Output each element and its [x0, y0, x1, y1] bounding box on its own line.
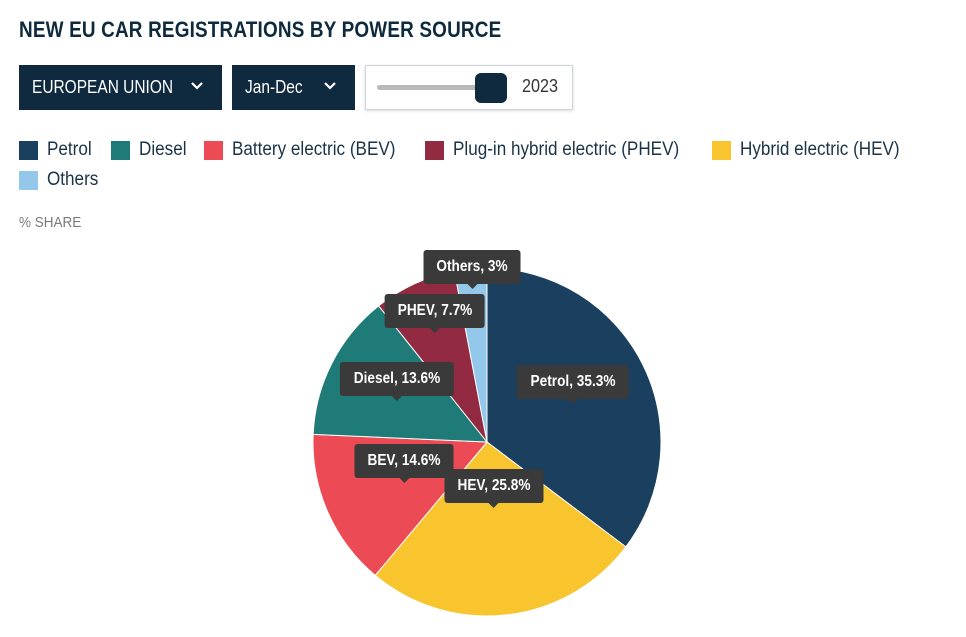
slice-label-diesel: Diesel, 13.6% [339, 362, 455, 402]
legend-swatch [425, 140, 444, 160]
year-slider-control: 2023 [365, 65, 573, 110]
legend-item[interactable]: Others [19, 169, 104, 191]
legend-item[interactable]: Plug-in hybrid electric (PHEV) [425, 139, 704, 161]
pie-slice-hev[interactable] [374, 441, 627, 617]
region-dropdown-label: EUROPEAN UNION [32, 77, 174, 97]
legend-item[interactable]: Diesel [111, 139, 192, 161]
slice-label-hev: HEV, 25.8% [444, 468, 544, 508]
legend-swatch [204, 140, 223, 160]
legend-label: Diesel [139, 139, 187, 160]
period-dropdown[interactable]: Jan-Dec [232, 65, 355, 110]
legend-label: Hybrid electric (HEV) [740, 139, 900, 160]
legend-item[interactable]: Battery electric (BEV) [204, 139, 414, 161]
legend-item[interactable]: Petrol [19, 139, 97, 161]
year-slider-track[interactable] [377, 85, 497, 90]
unit-label: % SHARE [19, 214, 82, 231]
legend-label: Petrol [47, 139, 92, 160]
year-slider-fill [377, 85, 491, 90]
slice-label-petrol: Petrol, 35.3% [516, 365, 629, 405]
pie-slice-petrol[interactable] [486, 267, 662, 548]
slice-label-bev: BEV, 14.6% [354, 444, 454, 484]
legend-label: Battery electric (BEV) [232, 139, 396, 160]
region-dropdown[interactable]: EUROPEAN UNION [19, 65, 222, 110]
period-dropdown-label: Jan-Dec [245, 77, 303, 97]
legend-label: Others [47, 169, 99, 190]
slice-label-phev: PHEV, 7.7% [384, 294, 486, 334]
year-value: 2023 [522, 76, 559, 96]
legend-swatch [712, 140, 731, 160]
chart-title: NEW EU CAR REGISTRATIONS BY POWER SOURCE [19, 17, 502, 42]
legend-swatch [19, 170, 38, 190]
legend-swatch [19, 140, 38, 160]
slice-label-others: Others, 3% [423, 250, 521, 290]
year-slider-handle[interactable] [475, 73, 507, 103]
legend-label: Plug-in hybrid electric (PHEV) [453, 139, 680, 160]
legend-swatch [111, 140, 130, 160]
chevron-down-icon [191, 82, 203, 90]
chevron-down-icon [324, 82, 336, 90]
legend-item[interactable]: Hybrid electric (HEV) [712, 139, 917, 161]
